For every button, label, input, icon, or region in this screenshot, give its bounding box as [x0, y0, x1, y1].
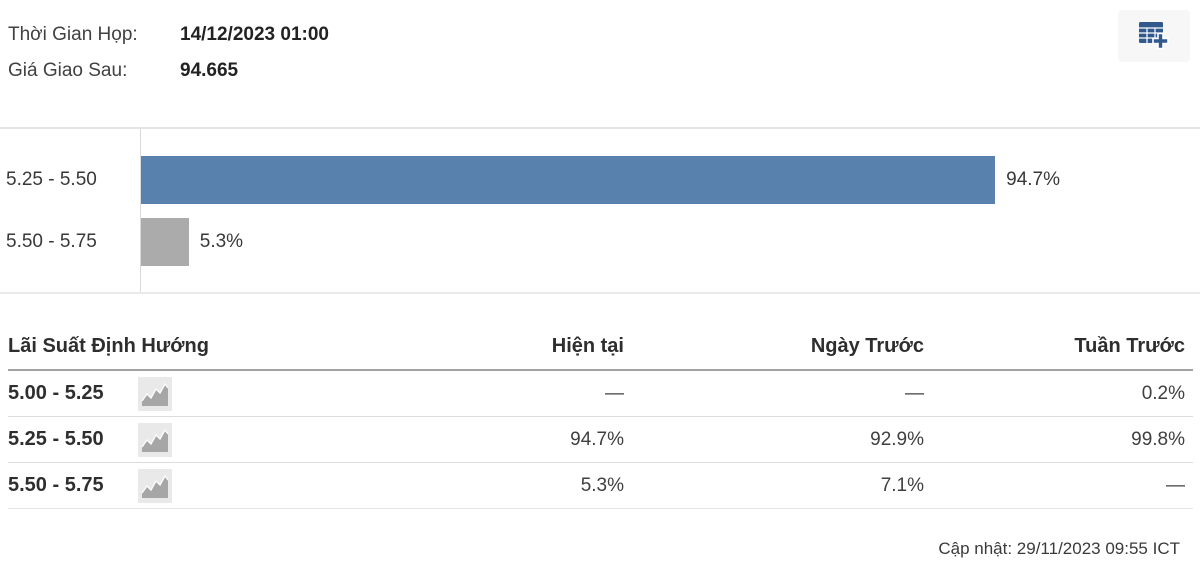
cell-prev-day: 7.1%: [880, 474, 924, 496]
history-sparkline-icon[interactable]: [138, 422, 172, 457]
futures-price-label: Giá Giao Sau:: [8, 60, 128, 81]
cell-prev-week: 0.2%: [1141, 382, 1185, 404]
probability-bar: [140, 218, 189, 266]
rate-cell: 5.25 - 5.50: [8, 422, 399, 457]
header-current: Hiện tại: [551, 335, 624, 357]
bar-category-label: 5.50 - 5.75: [6, 231, 97, 252]
chart-y-axis: [140, 129, 141, 292]
chart-bar-row: 5.25 - 5.50 94.7%: [0, 155, 1200, 205]
history-sparkline-icon[interactable]: [138, 376, 172, 411]
header-rate: Lãi Suất Định Hướng: [8, 335, 209, 357]
probability-bar: [140, 156, 996, 204]
table-row: 5.00 - 5.25 — — 0.2%: [8, 371, 1193, 417]
rate-cell: 5.00 - 5.25: [8, 376, 399, 411]
cell-current: 5.3%: [580, 474, 624, 496]
meeting-time-row: Thời Gian Họp: 14/12/2023 01:00: [8, 24, 1200, 52]
table-row: 5.50 - 5.75 5.3% 7.1% —: [8, 463, 1193, 509]
bar-track: 94.7%: [140, 156, 1060, 204]
futures-price-row: Giá Giao Sau: 94.665: [8, 60, 1200, 88]
cell-prev-day: —: [905, 382, 924, 404]
rate-range-label: 5.00 - 5.25: [8, 382, 104, 404]
last-updated-text: Cập nhật: 29/11/2023 09:55 ICT: [938, 539, 1180, 558]
rate-range-label: 5.25 - 5.50: [8, 428, 104, 450]
cell-current: 94.7%: [570, 428, 624, 450]
probability-bar-chart: 5.25 - 5.50 94.7% 5.50 - 5.75 5.3%: [0, 127, 1200, 294]
table-row: 5.25 - 5.50 94.7% 92.9% 99.8%: [8, 417, 1193, 463]
export-table-button[interactable]: [1118, 10, 1190, 62]
meeting-time-value: 14/12/2023 01:00: [180, 24, 329, 45]
cell-prev-day: 92.9%: [870, 428, 924, 450]
meeting-time-label: Thời Gian Họp:: [8, 24, 138, 45]
bar-track: 5.3%: [140, 218, 1060, 266]
history-sparkline-icon[interactable]: [138, 468, 172, 503]
table-plus-icon: [1137, 18, 1171, 55]
bar-value-label: 94.7%: [1006, 169, 1060, 190]
futures-price-value: 94.665: [180, 60, 239, 81]
cell-current: —: [605, 382, 624, 404]
header-section: Thời Gian Họp: 14/12/2023 01:00 Giá Giao…: [0, 0, 1200, 127]
table-header-row: Lãi Suất Định Hướng Hiện tại Ngày Trước …: [8, 327, 1193, 371]
chart-bar-row: 5.50 - 5.75 5.3%: [0, 217, 1200, 267]
rate-cell: 5.50 - 5.75: [8, 468, 399, 503]
header-prev-day: Ngày Trước: [810, 335, 924, 357]
cell-prev-week: —: [1166, 474, 1185, 496]
header-prev-week: Tuần Trước: [1074, 335, 1185, 357]
cell-prev-week: 99.8%: [1131, 428, 1185, 450]
rate-range-label: 5.50 - 5.75: [8, 474, 104, 496]
target-rate-table: Lãi Suất Định Hướng Hiện tại Ngày Trước …: [0, 327, 1200, 509]
bar-value-label: 5.3%: [199, 231, 244, 252]
bar-category-label: 5.25 - 5.50: [6, 169, 97, 190]
